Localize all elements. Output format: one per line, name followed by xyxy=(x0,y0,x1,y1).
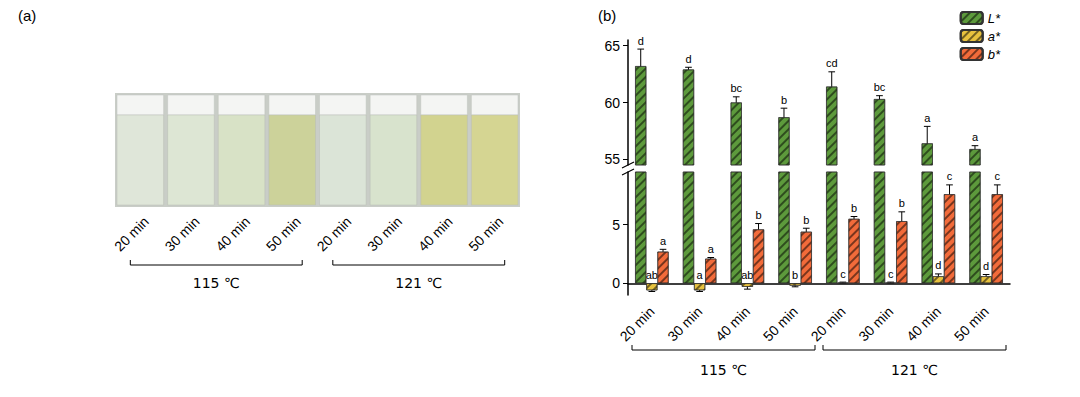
svg-text:a: a xyxy=(924,112,931,124)
svg-text:a: a xyxy=(972,131,979,143)
svg-text:30 min: 30 min xyxy=(855,303,896,344)
svg-text:0: 0 xyxy=(612,275,620,291)
svg-text:65: 65 xyxy=(604,38,620,54)
svg-text:121 ℃: 121 ℃ xyxy=(395,275,442,291)
svg-text:115 ℃: 115 ℃ xyxy=(700,362,747,378)
svg-text:d: d xyxy=(983,260,989,272)
svg-text:20 min: 20 min xyxy=(808,303,849,344)
svg-text:c: c xyxy=(947,170,953,182)
svg-text:b: b xyxy=(781,94,787,106)
svg-text:a: a xyxy=(697,269,704,281)
svg-text:bc: bc xyxy=(874,81,886,93)
svg-text:60: 60 xyxy=(604,95,620,111)
svg-text:20 min: 20 min xyxy=(111,213,152,254)
svg-text:c: c xyxy=(995,170,1001,182)
svg-text:ab: ab xyxy=(646,269,658,281)
svg-text:20 min: 20 min xyxy=(313,213,354,254)
svg-text:115 ℃: 115 ℃ xyxy=(193,275,240,291)
svg-text:cd: cd xyxy=(826,57,838,69)
svg-text:30 min: 30 min xyxy=(162,213,203,254)
svg-text:30 min: 30 min xyxy=(664,303,705,344)
svg-text:40 min: 40 min xyxy=(415,213,456,254)
svg-text:50 min: 50 min xyxy=(951,303,992,344)
svg-text:b: b xyxy=(899,197,905,209)
svg-text:c: c xyxy=(888,268,894,280)
svg-text:d: d xyxy=(935,259,941,271)
svg-text:L*: L* xyxy=(988,11,1001,26)
svg-text:d: d xyxy=(685,53,691,65)
svg-text:40 min: 40 min xyxy=(212,213,253,254)
svg-text:50 min: 50 min xyxy=(465,213,506,254)
svg-text:a*: a* xyxy=(988,29,1001,44)
svg-text:40 min: 40 min xyxy=(903,303,944,344)
svg-text:a: a xyxy=(708,243,715,255)
svg-text:b: b xyxy=(755,209,761,221)
svg-text:30 min: 30 min xyxy=(364,213,405,254)
svg-text:bc: bc xyxy=(730,82,742,94)
svg-text:55: 55 xyxy=(604,151,620,167)
svg-text:b: b xyxy=(792,269,798,281)
svg-text:50 min: 50 min xyxy=(263,213,304,254)
svg-text:c: c xyxy=(840,268,846,280)
svg-text:b*: b* xyxy=(988,47,1001,62)
svg-text:ab: ab xyxy=(741,269,753,281)
svg-text:d: d xyxy=(638,35,644,47)
svg-text:(b): (b) xyxy=(598,7,616,24)
svg-text:b: b xyxy=(803,214,809,226)
svg-text:40 min: 40 min xyxy=(712,303,753,344)
svg-text:20 min: 20 min xyxy=(617,303,658,344)
svg-text:5: 5 xyxy=(612,217,620,233)
svg-text:121 ℃: 121 ℃ xyxy=(891,362,938,378)
svg-text:b: b xyxy=(851,202,857,214)
svg-text:50 min: 50 min xyxy=(760,303,801,344)
svg-text:(a): (a) xyxy=(18,7,36,24)
svg-text:a: a xyxy=(660,235,667,247)
